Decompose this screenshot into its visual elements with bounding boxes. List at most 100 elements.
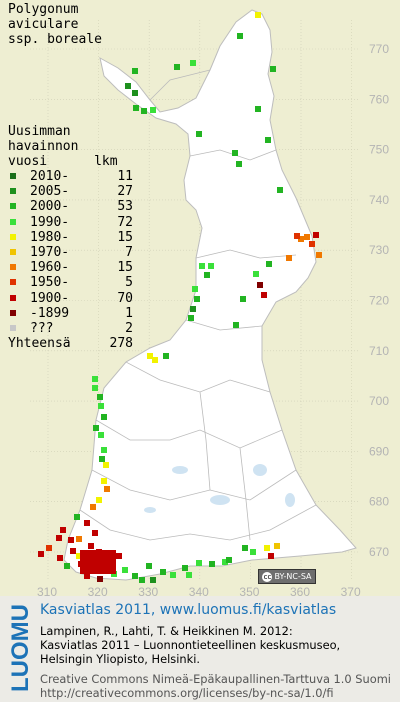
legend-swatch (10, 248, 16, 255)
observation-square (304, 234, 310, 240)
grid-east-label: 360 (290, 585, 310, 599)
observation-square (298, 236, 304, 242)
distribution-map: 770 760 750 740 730 720 710 700 690 680 670 310 320… (30, 9, 390, 599)
observation-square (60, 527, 66, 533)
observation-square (56, 535, 62, 541)
observation-square (186, 572, 192, 578)
observation-square (190, 306, 196, 312)
observation-square (255, 12, 261, 18)
observation-square (80, 556, 86, 562)
observation-square (92, 530, 98, 536)
observation-square (250, 549, 256, 555)
observation-square (133, 105, 139, 111)
legend-row: -1899 1 (8, 306, 133, 321)
observation-square (264, 545, 270, 551)
observation-square (261, 292, 267, 298)
observation-square (86, 568, 92, 574)
observation-square (99, 456, 105, 462)
observation-square (240, 296, 246, 302)
legend-swatch (10, 188, 16, 195)
observation-square (110, 568, 116, 574)
observation-square (38, 551, 44, 557)
grid-north-label: 770 (369, 42, 389, 56)
license-url[interactable]: http://creativecommons.org/licenses/by-n… (40, 686, 334, 700)
observation-square (97, 576, 103, 582)
legend-row: 1980- 15 (8, 230, 133, 245)
grid-east-label: 330 (138, 585, 158, 599)
grid-north-label: 720 (369, 294, 389, 308)
observation-square (196, 560, 202, 566)
observation-square (147, 353, 153, 359)
legend-row: 1900- 70 (8, 291, 133, 306)
observation-square (204, 272, 210, 278)
observation-square (76, 536, 82, 542)
observation-square (110, 550, 116, 556)
svg-text:LUOMUS: LUOMUS (7, 604, 34, 692)
legend-row: 1950- 5 (8, 275, 133, 290)
observation-square (92, 385, 98, 391)
observation-square (150, 107, 156, 113)
observation-square (160, 569, 166, 575)
observation-square (174, 64, 180, 70)
grid-north-label: 670 (369, 545, 389, 559)
legend-swatch (10, 279, 16, 286)
legend-row: 2010- 11 (8, 169, 133, 184)
grid-north-label: 690 (369, 444, 389, 458)
observation-square (294, 233, 300, 239)
observation-square (268, 553, 274, 559)
observation-square (188, 315, 194, 321)
observation-square (96, 497, 102, 503)
total-count: 278 (109, 336, 133, 351)
grid-east-label: 320 (88, 585, 108, 599)
observation-square (104, 550, 110, 556)
observation-square (170, 572, 176, 578)
observation-square (222, 559, 228, 565)
legend: 2010- 11 2005- 27 2000- 53 1990- 72 1980- 15 … (8, 169, 133, 336)
observation-square (101, 447, 107, 453)
observation-square (98, 556, 104, 562)
observation-square (163, 353, 169, 359)
observation-square (103, 462, 109, 468)
legend-swatch (10, 218, 16, 225)
atlas-link[interactable]: Kasviatlas 2011, www.luomus.fi/kasviatla… (40, 602, 337, 618)
grid-north-label: 710 (369, 344, 389, 358)
cc-icon: cc (262, 571, 273, 582)
legend-swatch (10, 324, 16, 331)
observation-square (233, 322, 239, 328)
observation-square (57, 555, 63, 561)
cc-license-badge[interactable]: cc BY-NC-SA (258, 569, 316, 584)
observation-square (84, 573, 90, 579)
grid-east-label: 310 (37, 585, 57, 599)
total-label: Yhteensä (8, 336, 71, 351)
grid-north-label: 760 (369, 92, 389, 106)
grid-north-label: 700 (369, 394, 389, 408)
observation-square (80, 562, 86, 568)
observation-square (68, 537, 74, 543)
observation-square (132, 573, 138, 579)
observation-square (98, 568, 104, 574)
observation-square (92, 562, 98, 568)
observation-square (80, 550, 86, 556)
observation-square (132, 68, 138, 74)
grid-north-labels: 770 760 750 740 730 720 710 700 690 680 670 (369, 42, 389, 559)
observation-square (116, 553, 122, 559)
observation-square (236, 161, 242, 167)
observation-square (226, 557, 232, 563)
observation-square (86, 550, 92, 556)
observation-square (92, 550, 98, 556)
observation-square (194, 296, 200, 302)
observation-square (208, 263, 214, 269)
grid-north-label: 680 (369, 495, 389, 509)
grid-east-labels: 310 320 330 340 350 360 370 (37, 585, 361, 599)
observation-square (76, 553, 82, 559)
observation-square (86, 556, 92, 562)
observation-square (84, 520, 90, 526)
legend-row: 1970- 7 (8, 245, 133, 260)
observation-square (270, 66, 276, 72)
observation-square (277, 187, 283, 193)
observation-square (90, 504, 96, 510)
observation-square (274, 543, 280, 549)
observation-square (122, 567, 128, 573)
observation-square (104, 486, 110, 492)
legend-swatch (10, 173, 16, 179)
